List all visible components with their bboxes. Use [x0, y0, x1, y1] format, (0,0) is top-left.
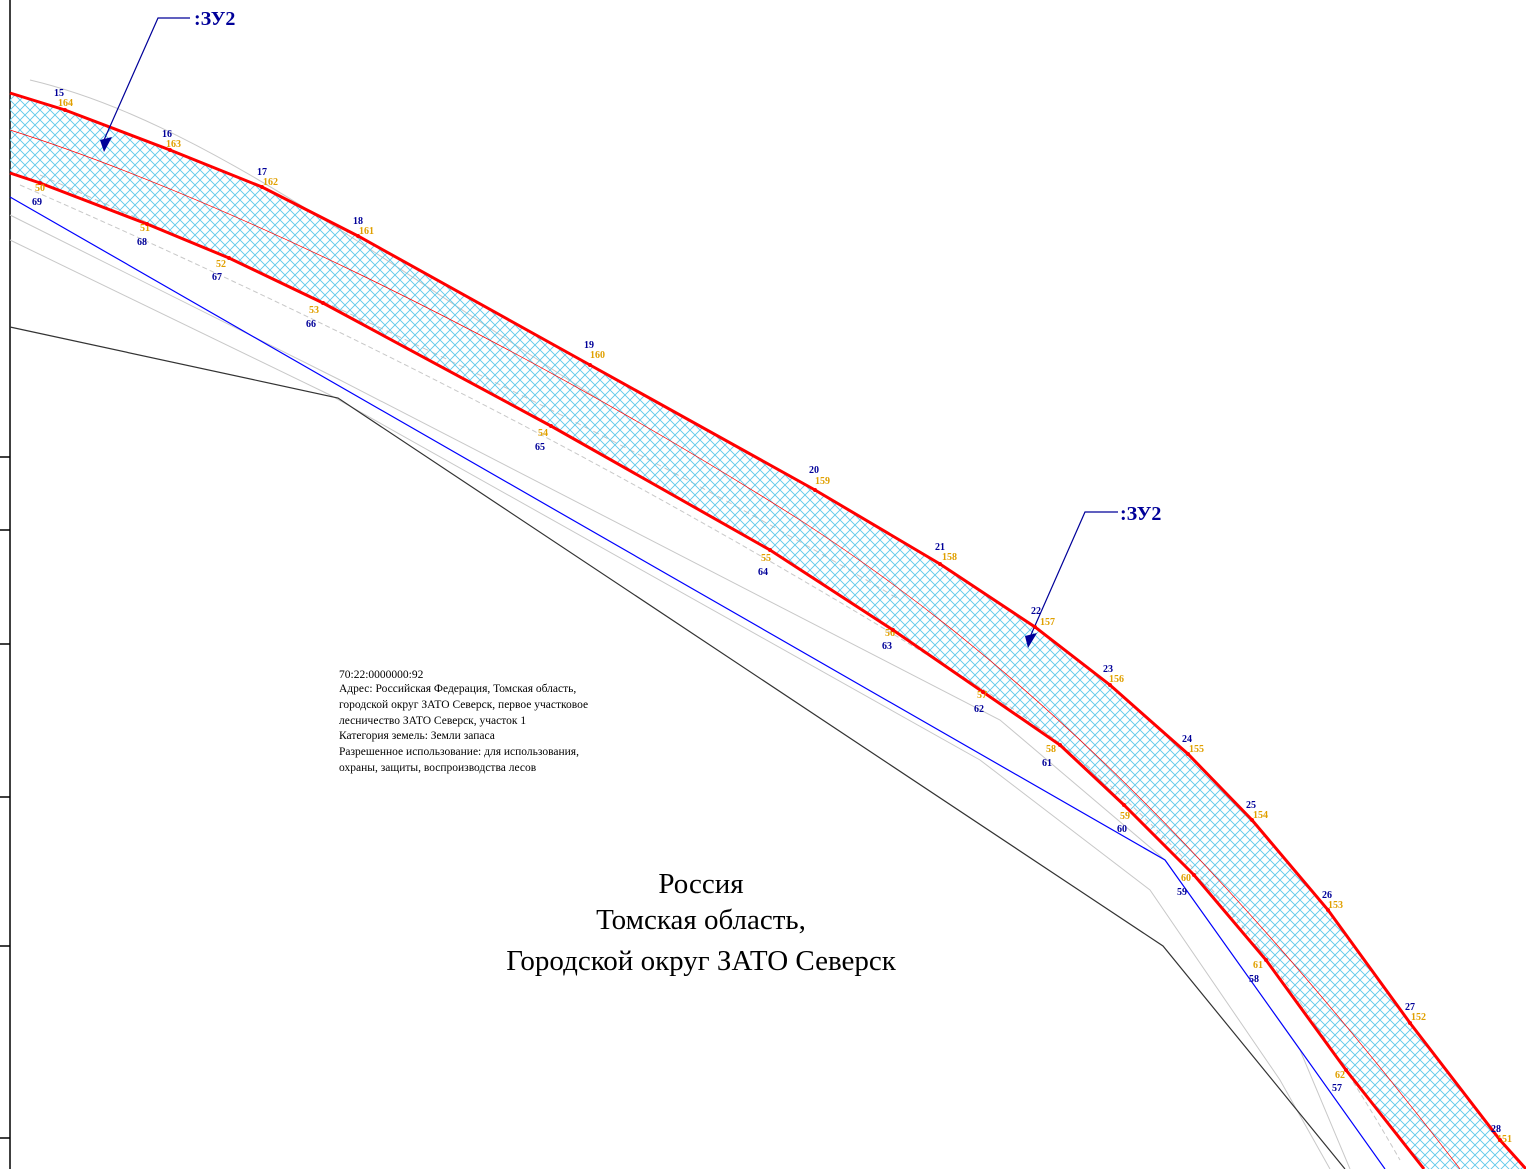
address-line: городской округ ЗАТО Северск, первое уча…	[339, 699, 588, 711]
vertex-label: 17	[257, 167, 267, 178]
vertex-label: 62	[974, 704, 984, 715]
region-country: Россия	[658, 868, 743, 900]
vertex-label: 60	[1181, 873, 1191, 884]
vertex-label: 59	[1177, 887, 1187, 898]
vertex-label: 57	[1332, 1083, 1342, 1094]
vertex-label: 62	[1335, 1070, 1345, 1081]
region-district: Городской округ ЗАТО Северск	[506, 945, 897, 977]
vertex-label: 159	[815, 476, 830, 487]
address-line: Адрес: Российская Федерация, Томская обл…	[339, 683, 576, 695]
frame-border	[0, 0, 11, 1169]
vertex-label: 25	[1246, 800, 1256, 811]
inner-vertex-labels: 50 69 51 68 52 67 53 66 54 65 55 64 56 6…	[32, 183, 1345, 1094]
vertex-label: 58	[1046, 744, 1056, 755]
vertex-label: 55	[761, 553, 771, 564]
vertex-label: 50	[35, 183, 45, 194]
callout-zu2-top-label: :ЗУ2	[194, 8, 235, 30]
vertex-label: 155	[1189, 744, 1204, 755]
vertex-label: 162	[263, 177, 278, 188]
vertex-label: 59	[1120, 811, 1130, 822]
address-line: лесничество ЗАТО Северск, участок 1	[339, 715, 526, 727]
parcel-zu2-strip[interactable]	[10, 93, 1526, 1169]
vertex-label: 69	[32, 197, 42, 208]
permitted-use-line: Разрешенное использование: для использов…	[339, 746, 579, 758]
vertex-label: 60	[1117, 824, 1127, 835]
vertex-label: 24	[1182, 734, 1192, 745]
vertex-label: 27	[1405, 1002, 1415, 1013]
vertex-label: 158	[942, 552, 957, 563]
vertex-label: 164	[58, 98, 73, 109]
vertex-label: 56	[885, 628, 895, 639]
vertex-label: 63	[882, 641, 892, 652]
vertex-label: 66	[306, 319, 316, 330]
vertex-label: 154	[1253, 810, 1268, 821]
permitted-use-line: охраны, защиты, воспроизводства лесов	[339, 762, 537, 774]
vertex-label: 58	[1249, 974, 1259, 985]
vertex-label: 21	[935, 542, 945, 553]
region-label: Россия Томская область, Городской округ …	[506, 868, 897, 977]
vertex-label: 53	[309, 305, 319, 316]
land-category: Категория земель: Земли запаса	[339, 730, 495, 742]
vertex-label: 28	[1491, 1124, 1501, 1135]
dark-boundary-line	[9, 326, 1346, 1169]
vertex-label: 61	[1042, 758, 1052, 769]
vertex-label: 153	[1328, 900, 1343, 911]
vertex-label: 61	[1253, 960, 1263, 971]
vertex-label: 157	[1040, 617, 1055, 628]
inner-boundary-line	[9, 171, 1426, 1169]
vertex-label: 151	[1497, 1134, 1512, 1145]
cadastral-number: 70:22:0000000:92	[339, 669, 424, 681]
vertex-label: 16	[162, 129, 172, 140]
vertex-label: 15	[54, 88, 64, 99]
vertex-label: 67	[212, 272, 222, 283]
vertex-label: 20	[809, 465, 819, 476]
callout-zu2-mid-label: :ЗУ2	[1120, 503, 1161, 525]
vertex-label: 161	[359, 226, 374, 237]
callout-zu2-top[interactable]: :ЗУ2	[100, 8, 235, 152]
vertex-label: 23	[1103, 664, 1113, 675]
vertex-label: 156	[1109, 674, 1124, 685]
outer-boundary-line	[9, 91, 1526, 1169]
vertex-label: 163	[166, 139, 181, 150]
vertex-label: 68	[137, 237, 147, 248]
vertex-label: 26	[1322, 890, 1332, 901]
blue-boundary-line	[9, 196, 1386, 1169]
vertex-label: 160	[590, 350, 605, 361]
vertex-label: 22	[1031, 606, 1041, 617]
vertex-label: 57	[977, 690, 987, 701]
parcel-centre-line	[9, 129, 1461, 1169]
vertex-label: 65	[535, 442, 545, 453]
vertex-label: 64	[758, 567, 768, 578]
vertex-label: 18	[353, 216, 363, 227]
vertex-dots	[38, 108, 1502, 1142]
callout-zu2-mid[interactable]: :ЗУ2	[1025, 503, 1161, 648]
region-oblast: Томская область,	[596, 904, 806, 936]
parcel-info-block: 70:22:0000000:92 Адрес: Российская Федер…	[339, 669, 588, 774]
vertex-label: 54	[538, 428, 548, 439]
vertex-label: 152	[1411, 1012, 1426, 1023]
vertex-label: 52	[216, 259, 226, 270]
vertex-label: 51	[140, 223, 150, 234]
vertex-label: 19	[584, 340, 594, 351]
outer-vertex-labels: 15 164 16 163 17 162 18 161 19 160 20 15…	[54, 88, 1512, 1145]
